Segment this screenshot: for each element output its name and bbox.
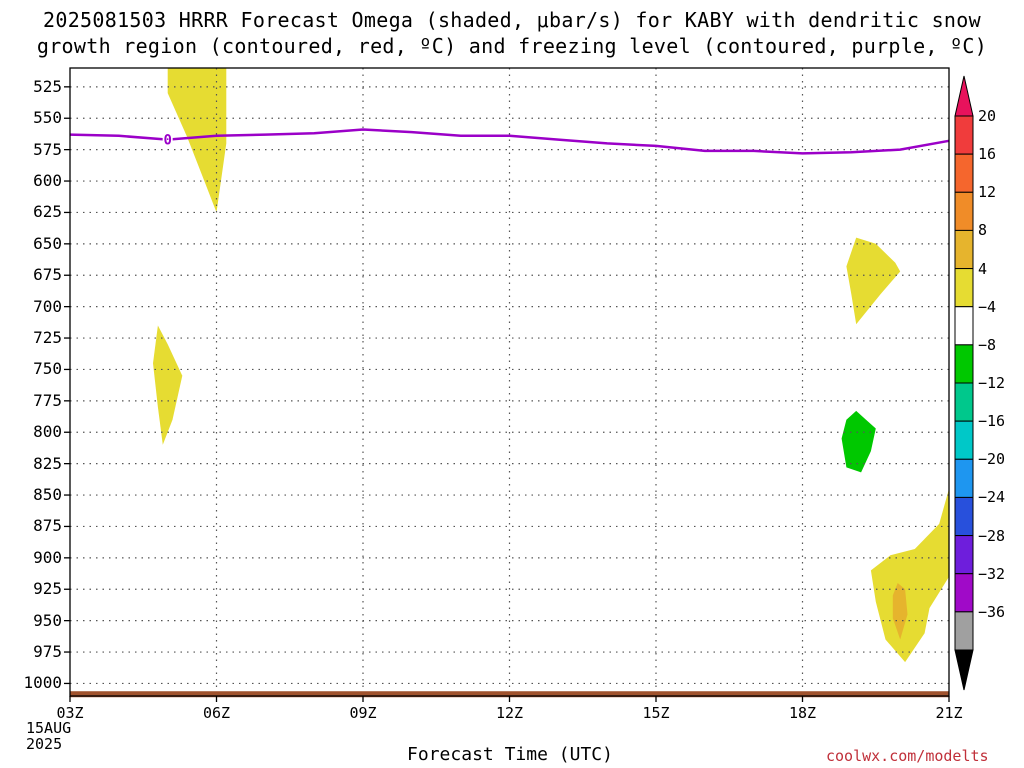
colorbar-label-0: 20 <box>978 107 997 125</box>
omega-region-0 <box>167 68 227 213</box>
y-tick-label-900: 900 <box>33 547 62 567</box>
colorbar-swatch-2 <box>954 191 974 231</box>
colorbar-swatch-9 <box>954 458 974 498</box>
colorbar-swatch-1 <box>954 153 974 193</box>
y-tick-label-800: 800 <box>33 422 62 442</box>
colorbar-swatch-4 <box>954 268 974 308</box>
y-tick-label-925: 925 <box>33 579 62 599</box>
colorbar-swatch-6 <box>954 344 974 384</box>
chart-title-line-1: 2025081503 HRRR Forecast Omega (shaded, … <box>43 8 981 32</box>
y-tick-label-575: 575 <box>33 139 62 159</box>
colorbar-label-2: 12 <box>978 183 997 202</box>
x-tick-label-03Z: 03Z <box>56 704 84 722</box>
colorbar-swatch-5 <box>954 306 974 346</box>
colorbar-label-10: −24 <box>978 488 1006 507</box>
date-label-day: 15AUG <box>26 719 72 737</box>
ground-surface <box>70 691 949 698</box>
y-tick-label-950: 950 <box>33 610 62 630</box>
y-tick-label-850: 850 <box>33 485 62 505</box>
freezing-level-layer: 0 <box>69 128 950 155</box>
colorbar-swatch-11 <box>954 535 974 575</box>
y-tick-label-600: 600 <box>33 171 62 191</box>
y-tick-label-1000: 1000 <box>23 673 62 693</box>
x-tick-label-06Z: 06Z <box>202 704 231 722</box>
omega-region-1 <box>153 325 183 445</box>
colorbar-swatch-8 <box>954 420 974 460</box>
colorbar-label-6: −8 <box>978 335 997 354</box>
freezing-level-label-bg <box>162 131 173 148</box>
chart-title-line-2: growth region (contoured, red, ºC) and f… <box>36 34 988 58</box>
y-tick-label-975: 975 <box>33 642 62 662</box>
x-axis-title: Forecast Time (UTC) <box>407 744 613 765</box>
y-tick-label-725: 725 <box>33 328 62 348</box>
colorbar-label-12: −32 <box>978 564 1006 583</box>
y-tick-label-775: 775 <box>33 390 62 410</box>
y-tick-label-675: 675 <box>33 265 62 285</box>
x-tick-label-12Z: 12Z <box>495 704 524 722</box>
colorbar-top-triangle <box>954 75 974 117</box>
y-tick-label-750: 750 <box>33 359 62 379</box>
frame-layer <box>64 67 950 702</box>
colorbar-swatch-3 <box>954 229 974 270</box>
freezing-level-label: 0 <box>163 133 171 149</box>
colorbar-label-9: −20 <box>978 450 1006 469</box>
colorbar-swatch-13 <box>954 611 974 651</box>
grid-layer <box>70 68 949 696</box>
y-tick-label-825: 825 <box>33 453 62 473</box>
omega-region-3 <box>841 410 876 473</box>
colorbar-swatch-0 <box>954 115 974 155</box>
omega-region-4 <box>870 488 949 663</box>
omega-region-2 <box>846 237 901 325</box>
credit-link[interactable]: coolwx.com/modelts <box>826 747 989 765</box>
x-tick-label-15Z: 15Z <box>642 704 670 722</box>
colorbar-bottom-triangle <box>954 649 974 691</box>
y-tick-label-550: 550 <box>33 108 62 128</box>
x-tick-label-09Z: 09Z <box>349 704 377 722</box>
colorbar-label-11: −28 <box>978 526 1006 545</box>
x-tick-label-18Z: 18Z <box>788 704 817 722</box>
colorbar-label-4: 4 <box>978 259 988 278</box>
y-tick-label-700: 700 <box>33 296 62 316</box>
y-tick-label-650: 650 <box>33 233 62 253</box>
y-tick-label-525: 525 <box>33 76 62 96</box>
colorbar-label-3: 8 <box>978 221 988 240</box>
colorbar-label-8: −16 <box>978 412 1006 431</box>
colorbar-label-7: −12 <box>978 374 1006 392</box>
freezing-level-line <box>69 128 950 155</box>
y-tick-label-875: 875 <box>33 516 62 536</box>
omega-fill-layer <box>153 68 949 663</box>
colorbar-swatch-7 <box>954 382 974 422</box>
colorbar-label-1: 16 <box>978 145 997 164</box>
colorbar-swatch-10 <box>954 496 974 537</box>
colorbar-label-13: −36 <box>978 602 1006 621</box>
colorbar-swatch-12 <box>954 573 974 613</box>
omega-region-5 <box>892 583 908 640</box>
x-tick-label-21Z: 21Z <box>935 704 963 722</box>
colorbar-label-5: −4 <box>978 297 997 316</box>
y-tick-label-625: 625 <box>33 202 62 222</box>
colorbar-layer <box>954 75 974 691</box>
date-label-year: 2025 <box>26 735 63 753</box>
ground-layer <box>70 691 949 698</box>
